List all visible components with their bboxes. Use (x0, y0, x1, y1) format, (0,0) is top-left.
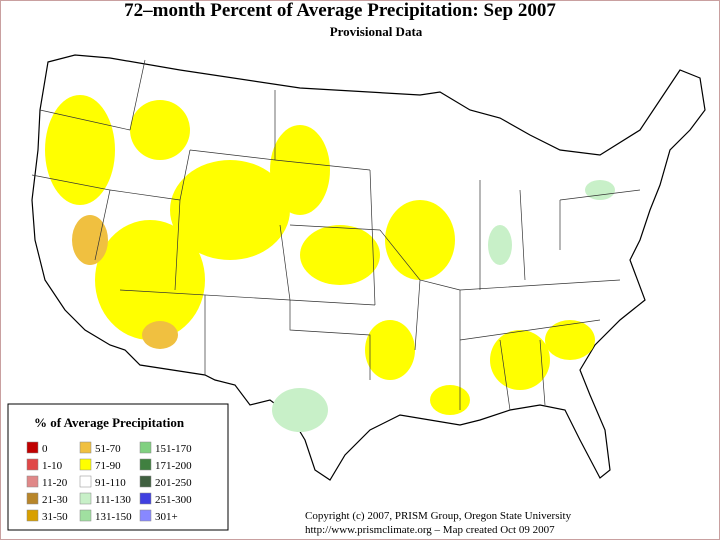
dry-area (300, 225, 380, 285)
map-subtitle: Provisional Data (330, 24, 423, 39)
legend-label: 31-50 (42, 511, 68, 523)
legend-swatch (139, 492, 152, 505)
dry-area (130, 100, 190, 160)
legend-swatch (139, 458, 152, 471)
us-map (31, 54, 706, 481)
legend-box (7, 403, 229, 531)
credit: http://www.prismclimate.org – Map create… (305, 524, 555, 536)
wet-area (272, 388, 328, 432)
wet-area (585, 180, 615, 200)
legend-swatch (26, 509, 39, 522)
legend-label: 151-170 (155, 443, 192, 455)
dry-area (490, 330, 550, 390)
legend-swatch (139, 509, 152, 522)
legend-label: 201-250 (155, 477, 192, 489)
dry-area (270, 125, 330, 215)
legend-swatch (26, 441, 39, 454)
very-dry-areas (72, 215, 178, 349)
dry-areas (45, 95, 595, 415)
legend-swatch (79, 475, 92, 488)
very-dry-area (142, 321, 178, 349)
legend-label: 11-20 (42, 477, 68, 489)
legend-swatch (79, 509, 92, 522)
copyright: Copyright (c) 2007, PRISM Group, Oregon … (305, 510, 572, 522)
wet-areas (272, 180, 615, 432)
legend-swatch (79, 492, 92, 505)
legend-label: 91-110 (95, 477, 126, 489)
legend-label: 71-90 (95, 460, 121, 472)
very-dry-area (72, 215, 108, 265)
state-lines (31, 59, 641, 411)
dry-area (385, 200, 455, 280)
legend-label: 131-150 (95, 511, 132, 523)
legend-label: 251-300 (155, 494, 192, 506)
legend-label: 111-130 (95, 494, 131, 506)
legend-swatch (79, 441, 92, 454)
wet-area (488, 225, 512, 265)
legend-label: 21-30 (42, 494, 68, 506)
legend-swatch (79, 458, 92, 471)
dry-area (365, 320, 415, 380)
legend-swatch (26, 458, 39, 471)
legend-label: 301+ (155, 511, 178, 523)
dry-area (430, 385, 470, 415)
legend: % of Average Precipitation 0 1-10 11-20 21-… (7, 403, 229, 531)
map-title: 72–month Percent of Average Precipitatio… (124, 0, 556, 21)
dry-area (170, 160, 290, 260)
legend-swatch (139, 441, 152, 454)
legend-label: 0 (42, 443, 48, 455)
dry-area (545, 320, 595, 360)
legend-label: 1-10 (42, 460, 63, 472)
legend-swatch (139, 475, 152, 488)
legend-label: 171-200 (155, 460, 192, 472)
legend-items: 0 1-10 11-20 21-30 31-50 51-70 71-90 91-110 111-… (26, 441, 192, 523)
legend-label: 51-70 (95, 443, 121, 455)
legend-swatch (26, 492, 39, 505)
dry-area (45, 95, 115, 205)
legend-swatch (26, 475, 39, 488)
legend-title: % of Average Precipitation (34, 415, 185, 430)
